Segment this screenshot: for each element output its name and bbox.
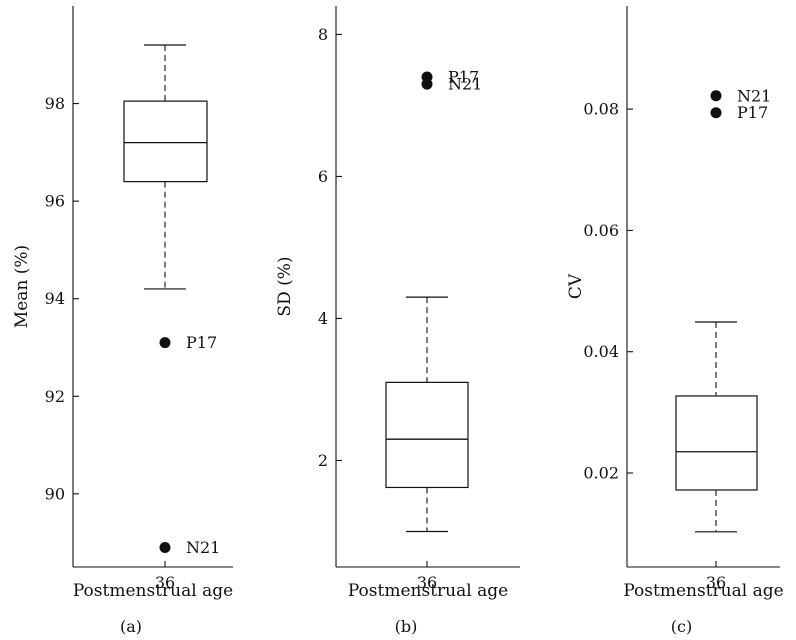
panel-a-y-tick-label: 90 xyxy=(45,484,65,503)
panel-a-panel-label: (a) xyxy=(120,617,142,636)
panel-c-outlier-label: N21 xyxy=(737,86,771,105)
panel-a-x-axis-label: Postmenstrual age xyxy=(73,581,233,601)
panel-c-x-tick-label: 36 xyxy=(706,573,726,592)
panel-a-iqr-box xyxy=(123,100,208,183)
panel-c-y-tick-label: 0.04 xyxy=(583,342,619,361)
panel-c-y-tick-label: 0.02 xyxy=(583,463,619,482)
panel-c-panel-label: (c) xyxy=(671,617,692,636)
panel-b-y-axis-label: SD (%) xyxy=(275,256,295,316)
panel-a-y-axis-label: Mean (%) xyxy=(12,245,32,328)
panel-b-y-tick-label: 6 xyxy=(318,167,328,186)
panel-b-y-tick-label: 8 xyxy=(318,25,328,44)
panel-c-iqr-box xyxy=(675,395,758,491)
panel-b-x-tick-label: 36 xyxy=(417,573,437,592)
panel-a-y-tick-label: 96 xyxy=(45,192,65,211)
panel-c-outlier-point xyxy=(710,107,722,119)
panel-b-y-tick-label: 2 xyxy=(318,451,328,470)
panel-a-outlier-point xyxy=(159,541,171,553)
panel-c-outlier-label: P17 xyxy=(737,103,768,122)
panel-c-y-tick-label: 0.08 xyxy=(583,100,619,119)
panel-c-y-tick-label: 0.06 xyxy=(583,221,619,240)
panel-a-outlier-point xyxy=(159,337,171,349)
panel-b-iqr-box xyxy=(385,381,469,489)
panel-a-outlier-label: P17 xyxy=(186,333,217,352)
panel-a-y-tick-label: 92 xyxy=(45,387,65,406)
panel-a-y-tick-label: 94 xyxy=(45,289,65,308)
panel-b-outlier-label: N21 xyxy=(448,75,482,94)
panel-a-outlier-label: N21 xyxy=(186,538,220,557)
panel-c-x-axis-label: Postmenstrual age xyxy=(623,581,783,601)
panel-a-x-tick-label: 36 xyxy=(155,573,175,592)
panel-b-outlier-label: P17 xyxy=(448,68,479,87)
panel-b-panel-label: (b) xyxy=(395,617,418,636)
panel-c-outlier-point xyxy=(710,90,722,102)
panel-b-outlier-point xyxy=(421,78,433,90)
panel-b-x-axis-label: Postmenstrual age xyxy=(348,581,508,601)
panel-a-y-tick-label: 98 xyxy=(45,94,65,113)
panel-b-y-tick-label: 4 xyxy=(318,309,328,328)
panel-c-y-axis-label: CV xyxy=(566,273,586,299)
